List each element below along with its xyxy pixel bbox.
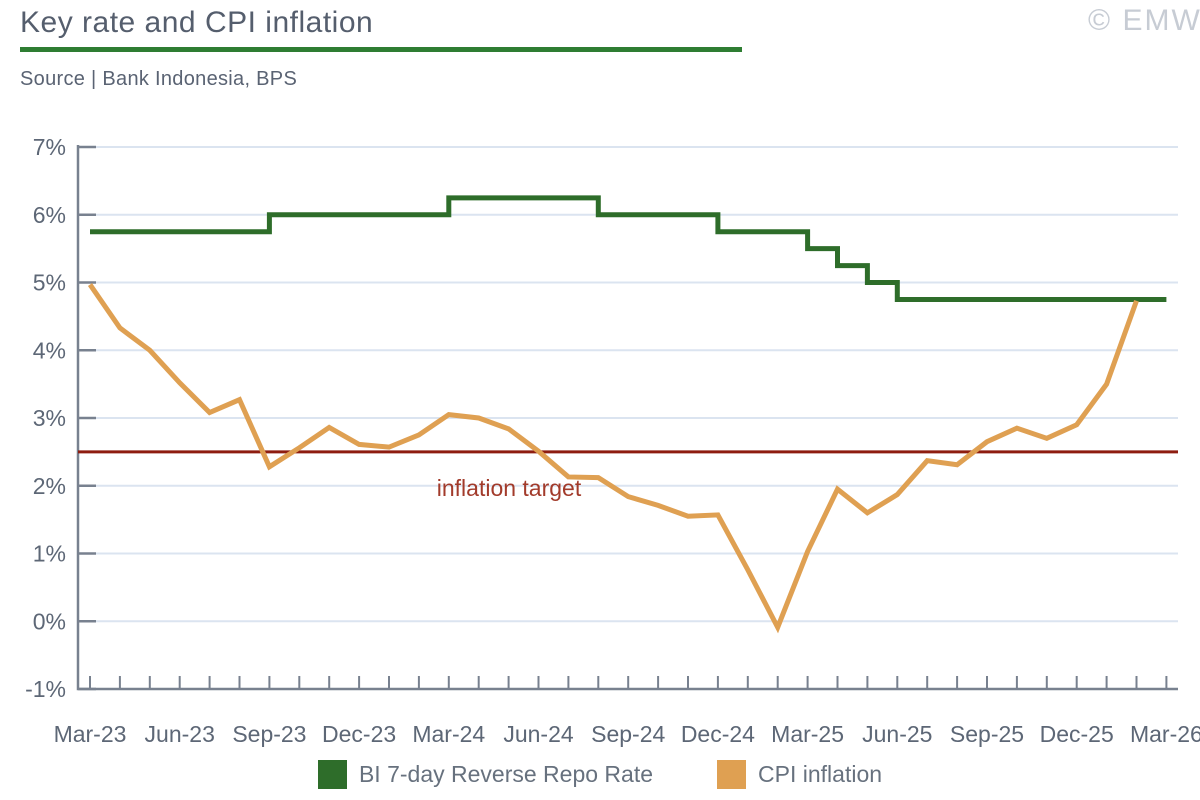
cpi-swatch	[717, 760, 747, 789]
y-axis-label: 6%	[33, 202, 66, 228]
chart-legend: BI 7-day Reverse Repo Rate CPI inflation	[0, 760, 1200, 789]
x-axis-label: Sep-24	[591, 721, 665, 747]
chart-generated: 7% 6% 5% 4% 3% 2% 1% 0% -1% Mar-23 Jun-23 Sep-23 Dec…	[25, 134, 1200, 747]
page-title: Key rate and CPI inflation	[20, 6, 374, 39]
copyright-watermark: © EMW	[1088, 4, 1200, 37]
repo-rate-line	[90, 195, 1167, 302]
cpi-legend-label: CPI inflation	[758, 761, 883, 787]
x-axis-label: Jun-23	[145, 721, 215, 747]
axis-line	[76, 145, 1178, 691]
cpi-inflation-line	[87, 283, 1139, 634]
x-axis-label: Mar-26	[1130, 721, 1200, 747]
y-axis-label: 1%	[33, 541, 66, 567]
x-axis-label: Jun-25	[862, 721, 932, 747]
source-note: Source | Bank Indonesia, BPS	[20, 68, 298, 90]
legend-item-cpi: CPI inflation	[717, 760, 882, 789]
y-axis-label: 2%	[33, 473, 66, 499]
title-underline	[20, 47, 742, 52]
chart-svg: 7% 6% 5% 4% 3% 2% 1% 0% -1% Mar-23 Jun-23 Sep-23 Dec…	[25, 134, 1200, 747]
y-axis-label: 3%	[33, 405, 66, 431]
y-axis-label: 4%	[33, 337, 66, 363]
y-axis-label: 7%	[33, 134, 66, 160]
x-axis-label: Dec-23	[322, 721, 396, 747]
x-axis-label: Dec-24	[681, 721, 755, 747]
x-axis-label: Dec-25	[1040, 721, 1114, 747]
legend-item-repo-rate: BI 7-day Reverse Repo Rate	[317, 760, 654, 789]
x-axis-label: Sep-25	[950, 721, 1024, 747]
x-axis-label: Mar-24	[412, 721, 485, 747]
y-axis-label: 0%	[33, 608, 66, 634]
x-axis-label: Sep-23	[232, 721, 306, 747]
y-axis-label: -1%	[25, 676, 66, 702]
inflation-target-label: inflation target	[437, 475, 582, 501]
repo-rate-swatch	[317, 760, 347, 789]
x-axis-label: Mar-23	[54, 721, 127, 747]
y-axis-label: 5%	[33, 270, 66, 296]
x-axis-label: Jun-24	[503, 721, 574, 747]
x-axis-label: Mar-25	[771, 721, 844, 747]
repo-rate-legend-label: BI 7-day Reverse Repo Rate	[358, 761, 654, 787]
